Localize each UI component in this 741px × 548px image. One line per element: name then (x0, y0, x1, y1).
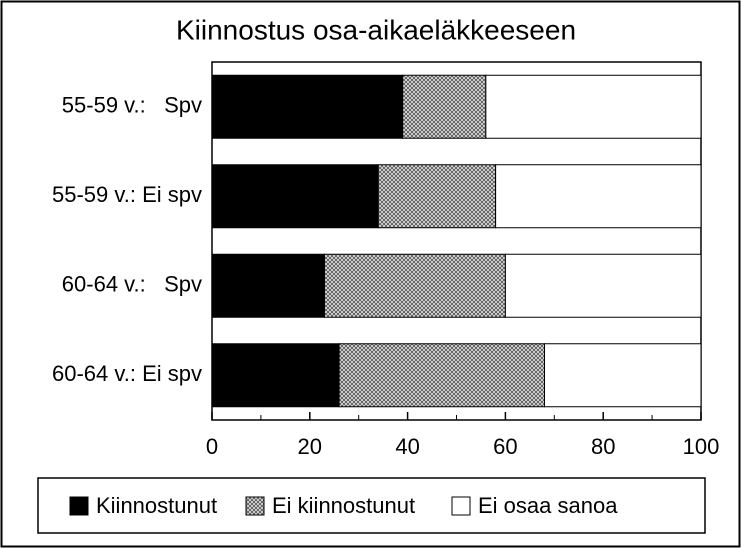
bar-segment (211, 253, 325, 318)
x-tick-label: 0 (206, 434, 218, 459)
bar-segment (377, 164, 497, 229)
x-tick-label: 80 (591, 434, 615, 459)
x-tick-label: 60 (493, 434, 517, 459)
bar-segment (338, 343, 546, 408)
bar-segment (211, 164, 379, 229)
y-tick-label: 60-64 v.: Ei spv (52, 361, 202, 386)
bar-segment (495, 164, 702, 229)
legend-swatch (451, 496, 471, 516)
bar-segment (323, 253, 506, 318)
bar-segment (504, 253, 702, 318)
x-tick-label: 40 (395, 434, 419, 459)
y-tick-label: 55-59 v.: Spv (62, 93, 202, 118)
legend-label: Ei kiinnostunut (272, 493, 415, 518)
legend-swatch (69, 496, 89, 516)
bar-segment (402, 74, 487, 139)
y-tick-label: 60-64 v.: Spv (62, 272, 202, 297)
legend-box (37, 477, 706, 534)
bar-segment (544, 343, 702, 408)
bar-segment (211, 74, 404, 139)
legend-label: Kiinnostunut (96, 493, 217, 518)
bar-segment (485, 74, 702, 139)
x-tick-label: 100 (683, 434, 720, 459)
x-tick-label: 20 (298, 434, 322, 459)
bar-segment (211, 343, 340, 408)
chart-title: Kiinnostus osa-aikaeläkkeeseen (176, 14, 576, 45)
legend-swatch (245, 496, 265, 516)
legend-label: Ei osaa sanoa (478, 493, 618, 518)
y-tick-label: 55-59 v.: Ei spv (52, 182, 202, 207)
